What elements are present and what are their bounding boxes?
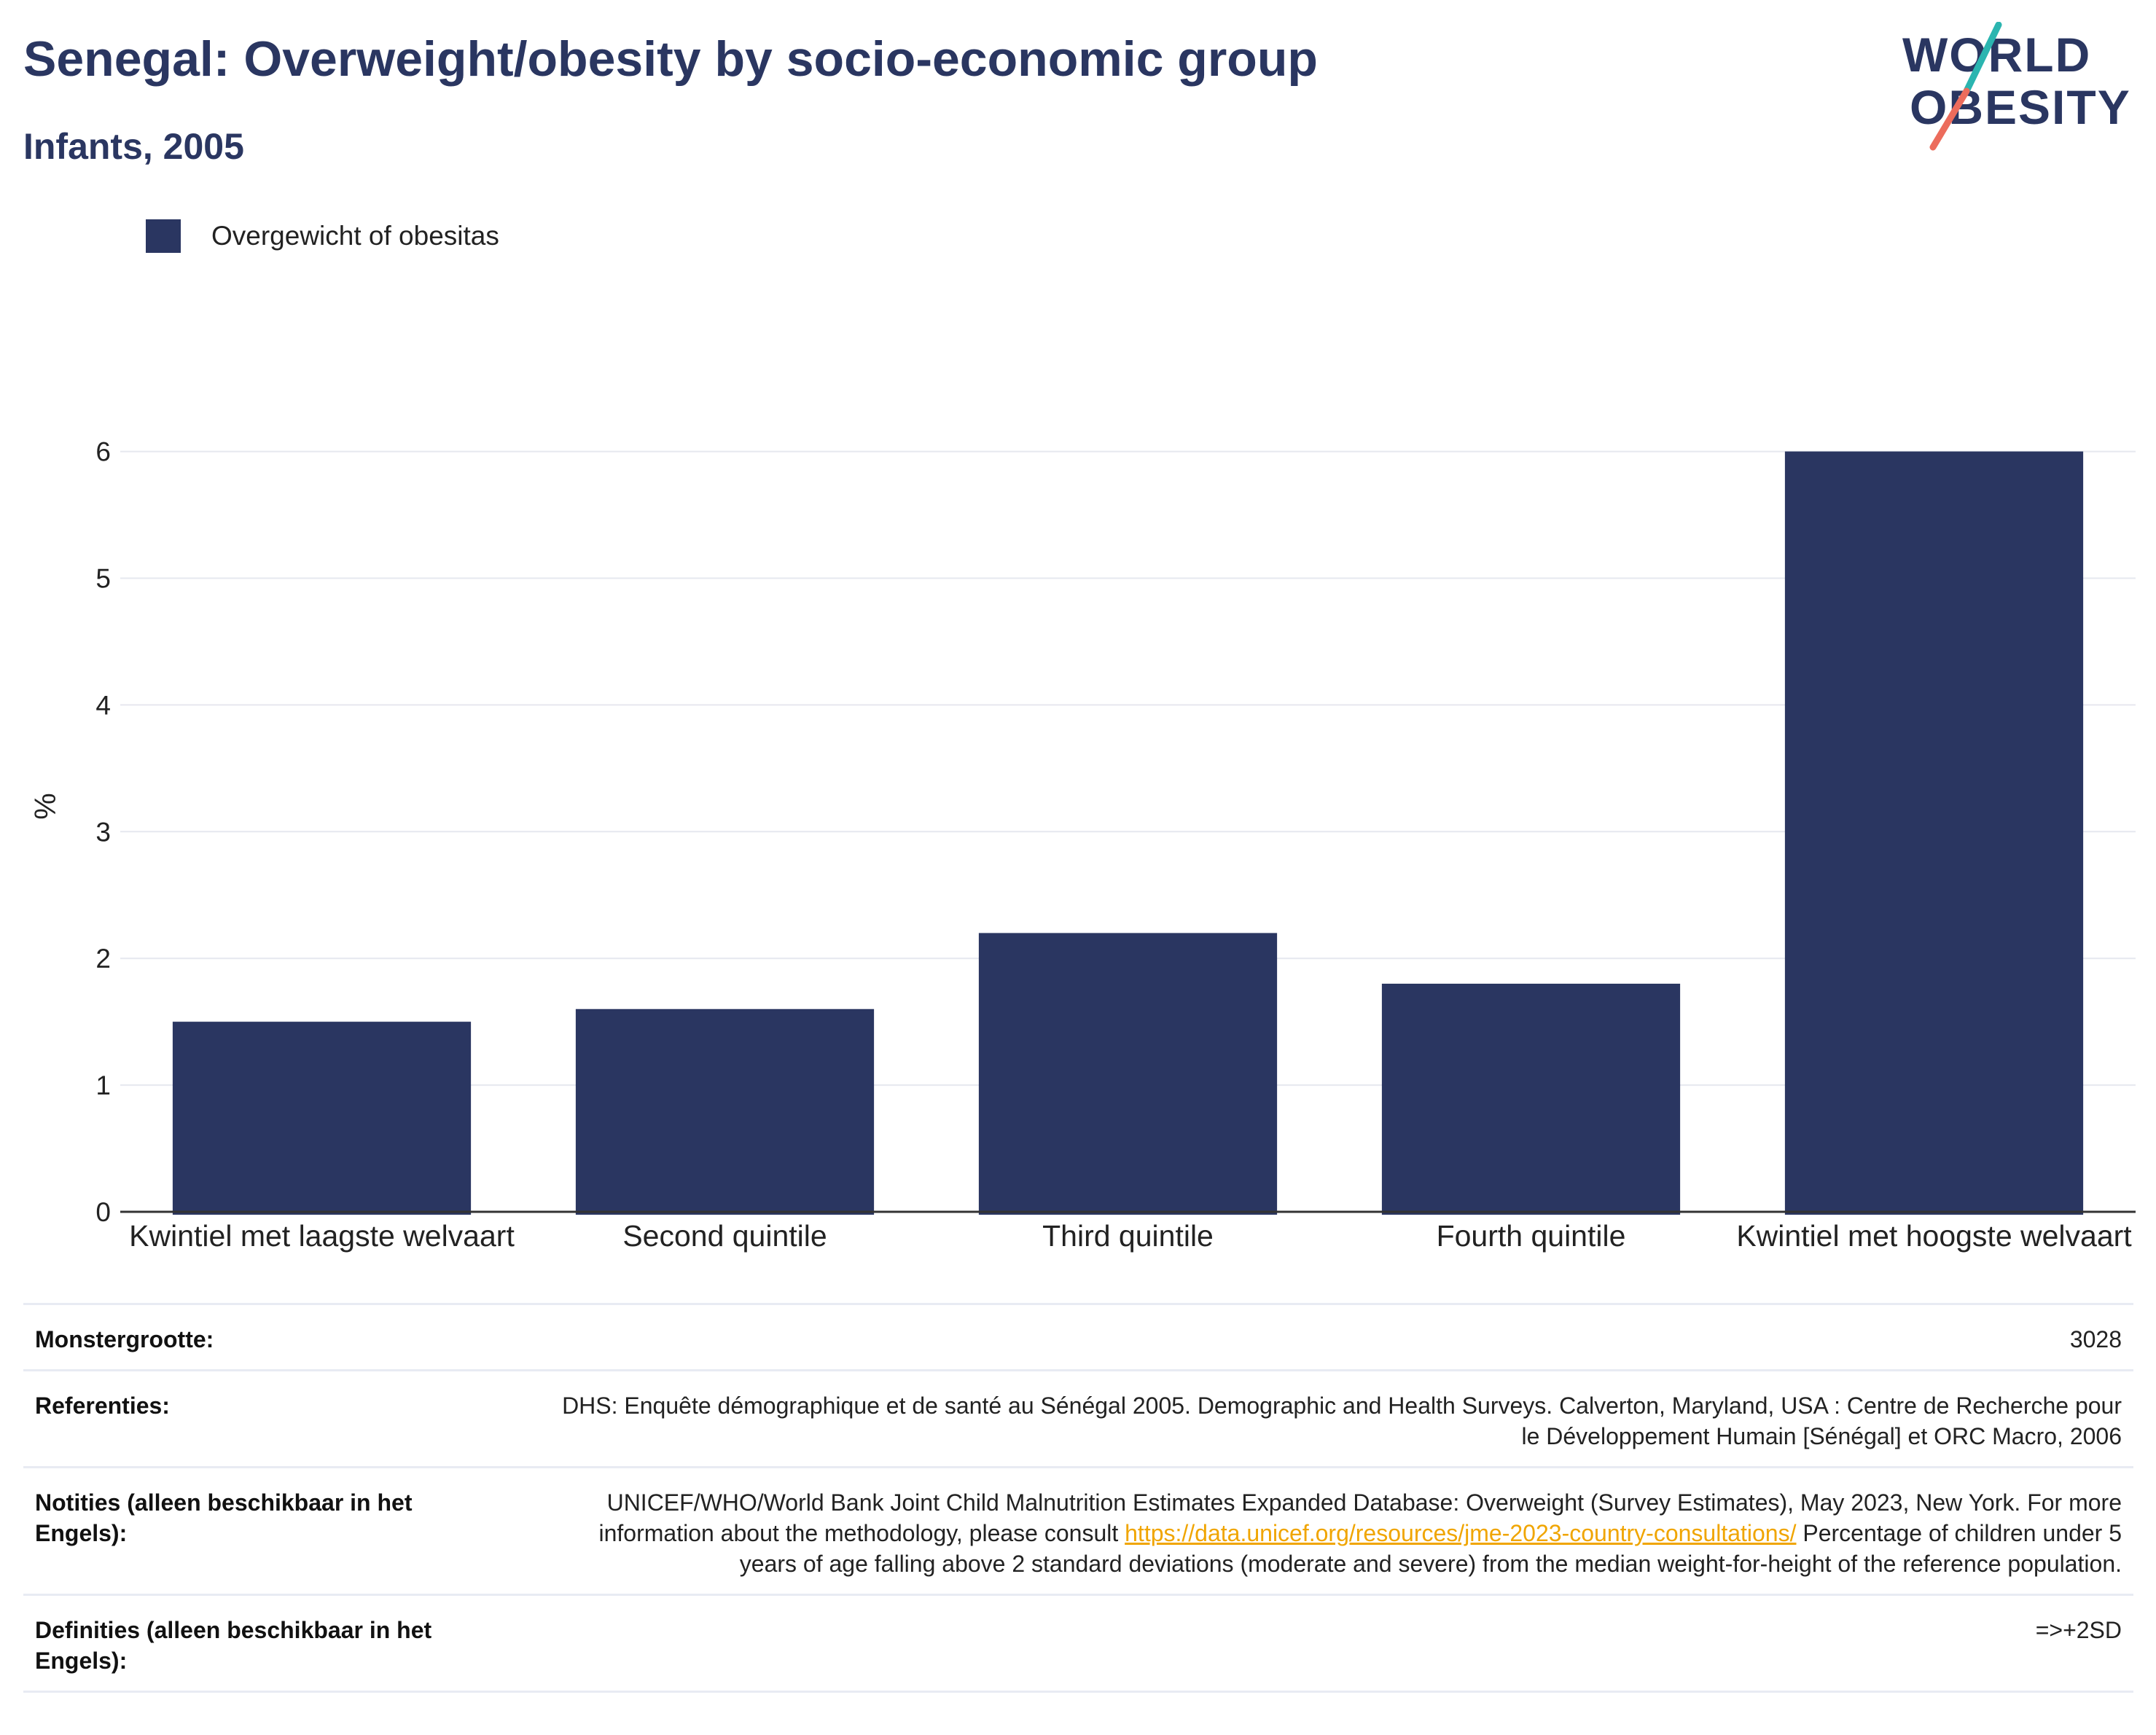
bar <box>575 1009 875 1215</box>
info-row-sample-size: Monstergrootte: 3028 <box>23 1305 2133 1371</box>
y-axis-title: % <box>28 793 62 819</box>
info-table: Monstergrootte: 3028 Referenties: DHS: E… <box>23 1303 2133 1693</box>
world-obesity-logo: WORLD OBESITY <box>1902 22 2130 151</box>
logo-slash-bottom <box>1929 87 1970 151</box>
notes-text-before-link: UNICEF/WHO/World Bank Joint Child Malnut… <box>598 1489 2122 1546</box>
references-value: DHS: Enquête démographique et de santé a… <box>562 1393 2122 1449</box>
y-tick-label: 6 <box>95 437 111 467</box>
notes-label: Notities (alleen beschikbaar in het Enge… <box>35 1489 413 1546</box>
references-label: Referenties: <box>35 1393 170 1419</box>
sample-size-label: Monstergrootte: <box>35 1326 214 1352</box>
info-row-definitions: Definities (alleen beschikbaar in het En… <box>23 1596 2133 1693</box>
legend[interactable]: Overgewicht of obesitas <box>146 217 499 255</box>
info-row-notes: Notities (alleen beschikbaar in het Enge… <box>23 1468 2133 1596</box>
legend-label: Overgewicht of obesitas <box>211 221 499 251</box>
info-row-references: Referenties: DHS: Enquête démographique … <box>23 1371 2133 1468</box>
notes-value: UNICEF/WHO/World Bank Joint Child Malnut… <box>547 1487 2122 1579</box>
chart-subtitle: Infants, 2005 <box>23 126 244 167</box>
bar-chart: 0 1 2 3 4 5 6 Kwintiel met laagste welvaart Seco… <box>28 437 2136 1253</box>
bar <box>978 933 1278 1215</box>
y-tick-label: 1 <box>95 1070 111 1100</box>
x-tick-label: Kwintiel met hoogste welvaart <box>1736 1219 2132 1253</box>
definitions-value: =>+2SD <box>2035 1617 2122 1643</box>
y-tick-label: 5 <box>95 563 111 593</box>
axis-labels: 0 1 2 3 4 5 6 Kwintiel met laagste welvaart Seco… <box>28 437 2132 1253</box>
y-tick-label: 0 <box>95 1197 111 1227</box>
bar <box>172 1022 472 1215</box>
y-tick-label: 3 <box>95 817 111 847</box>
bar <box>1784 451 2084 1215</box>
definitions-label: Definities (alleen beschikbaar in het En… <box>35 1617 432 1674</box>
y-tick-label: 2 <box>95 944 111 974</box>
sample-size-value: 3028 <box>2069 1326 2122 1352</box>
x-tick-label: Third quintile <box>1042 1219 1214 1253</box>
methodology-link[interactable]: https://data.unicef.org/resources/jme-20… <box>1125 1520 1797 1546</box>
x-tick-label: Fourth quintile <box>1437 1219 1626 1253</box>
logo-slash-top <box>1963 22 2002 95</box>
chart-title: Senegal: Overweight/obesity by socio-eco… <box>23 31 1318 87</box>
bars <box>172 451 2084 1215</box>
notes-text-after-link: Percentage of children under 5 years of … <box>739 1520 2122 1577</box>
x-tick-label: Second quintile <box>622 1219 827 1253</box>
bar <box>1381 983 1681 1215</box>
legend-swatch <box>146 219 181 253</box>
y-tick-label: 4 <box>95 690 111 720</box>
x-tick-label: Kwintiel met laagste welvaart <box>129 1219 515 1253</box>
